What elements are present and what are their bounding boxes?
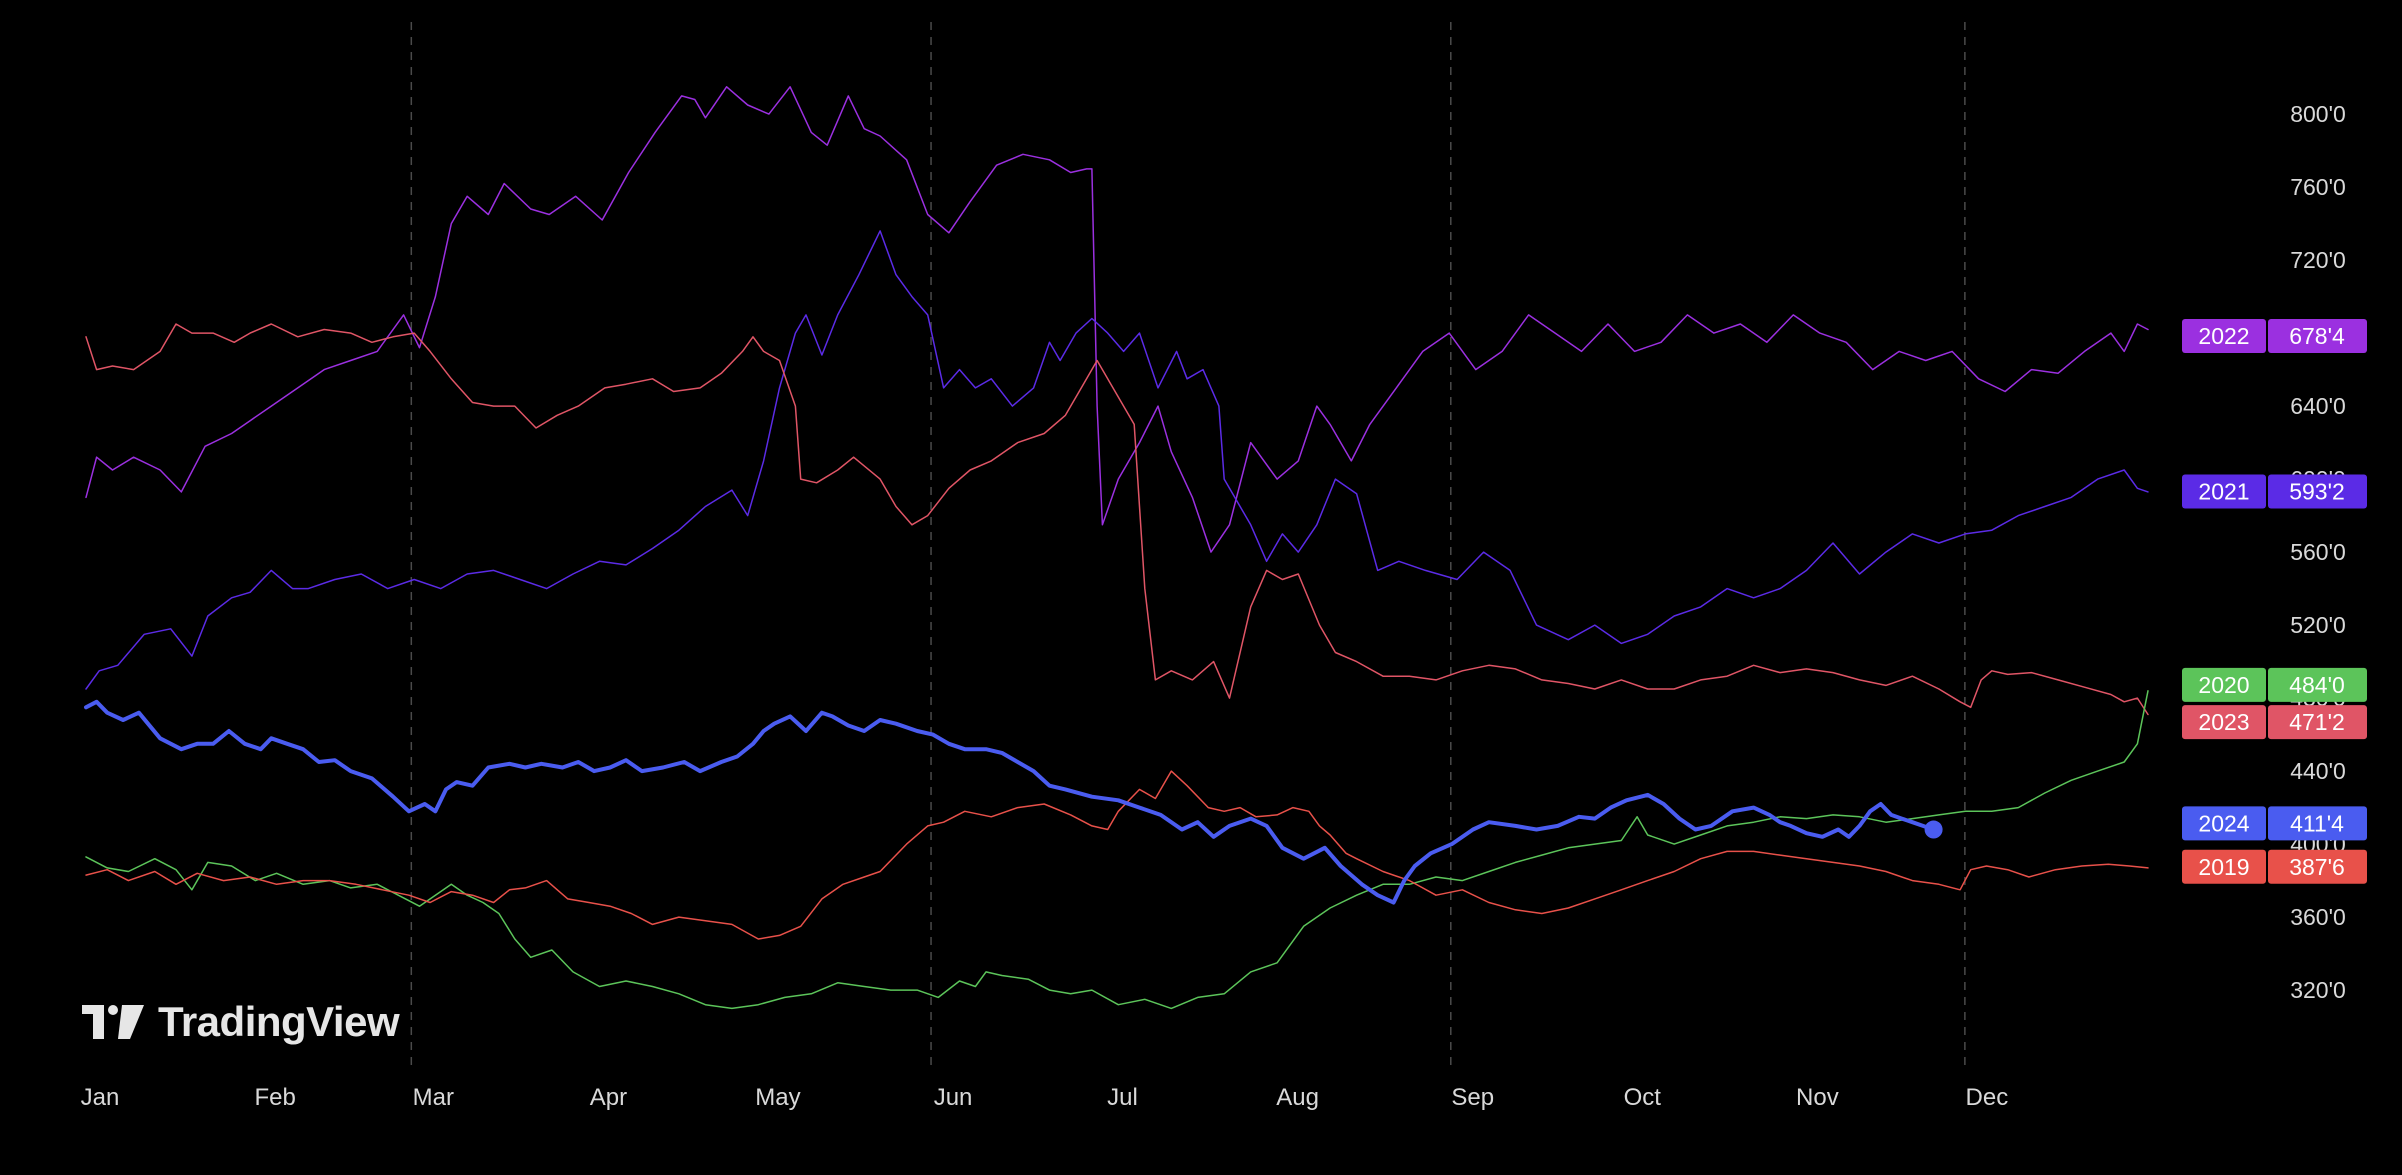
x-tick-label: Nov	[1796, 1084, 1839, 1111]
price-label-year: 2021	[2198, 479, 2249, 505]
price-label-value: 471'2	[2289, 709, 2345, 735]
price-label-year-box	[2182, 474, 2266, 509]
y-tick-label: 360'0	[2290, 904, 2346, 930]
price-label-value: 387'6	[2289, 854, 2345, 880]
price-label-value: 411'4	[2290, 810, 2344, 836]
price-label-2020: 2020 484'0	[2182, 667, 2367, 702]
price-label-2022: 2022 678'4	[2182, 319, 2367, 354]
series-endpoint-2024	[1924, 820, 1943, 839]
series-layer	[84, 86, 2149, 1010]
price-label-year: 2019	[2198, 854, 2249, 880]
x-tick-label: May	[755, 1084, 800, 1111]
x-tick-label: Apr	[590, 1084, 627, 1111]
y-tick-label: 520'0	[2290, 612, 2346, 638]
price-label-value: 678'4	[2289, 323, 2345, 349]
series-line-2023	[85, 323, 2149, 716]
series-line-2022	[85, 86, 2149, 553]
price-label-year-box	[2182, 319, 2266, 354]
price-label-year-box	[2182, 849, 2266, 884]
price-label-year: 2024	[2198, 810, 2249, 836]
watermark-text: TradingView	[158, 998, 400, 1045]
tradingview-logo[interactable]: TradingView	[82, 998, 400, 1046]
price-label-year-box	[2182, 705, 2266, 740]
series-line-2019	[85, 770, 2149, 940]
price-label-2019: 2019 387'6	[2182, 849, 2367, 884]
y-tick-label: 800'0	[2290, 101, 2346, 127]
x-tick-label: Sep	[1451, 1084, 1494, 1111]
price-label-2024: 2024 411'4	[2182, 806, 2367, 841]
y-tick-label: 560'0	[2290, 539, 2346, 565]
x-tick-label: Feb	[254, 1084, 295, 1111]
x-tick-label: Jul	[1107, 1084, 1138, 1111]
series-price-labels: 2022 678'4 2021 593'2 2023 471'2 2020 484'0 2019…	[2182, 319, 2367, 884]
x-tick-label: Jun	[934, 1084, 973, 1111]
price-label-year: 2022	[2198, 323, 2249, 349]
price-label-value: 484'0	[2289, 672, 2345, 698]
y-tick-label: 760'0	[2290, 174, 2346, 200]
y-tick-label: 440'0	[2290, 758, 2346, 784]
price-label-value-box	[2268, 319, 2367, 354]
price-label-value-box	[2268, 705, 2367, 740]
x-tick-label: Oct	[1624, 1084, 1662, 1111]
price-label-year-box	[2182, 667, 2266, 702]
series-line-2020	[85, 690, 2149, 1010]
price-label-2021: 2021 593'2	[2182, 474, 2367, 509]
x-tick-label: Jan	[81, 1084, 120, 1111]
price-label-value-box	[2268, 474, 2367, 509]
price-label-value-box	[2268, 849, 2367, 884]
price-label-year: 2023	[2198, 709, 2249, 735]
series-line-2021	[85, 230, 2149, 690]
price-label-value: 593'2	[2289, 479, 2345, 505]
price-label-year-box	[2182, 806, 2266, 841]
y-tick-label: 720'0	[2290, 247, 2346, 273]
tradingview-logo-icon	[82, 1005, 144, 1039]
price-label-2023: 2023 471'2	[2182, 705, 2367, 740]
x-tick-label: Aug	[1276, 1084, 1319, 1111]
series-line-2024	[84, 699, 1936, 905]
price-label-value-box	[2268, 806, 2367, 841]
x-tick-label: Mar	[413, 1084, 454, 1111]
y-tick-label: 320'0	[2290, 977, 2346, 1003]
x-axis: Jan Feb Mar Apr May Jun Jul Aug Sep Oct Nov Dec	[81, 1084, 2009, 1111]
price-label-value-box	[2268, 667, 2367, 702]
price-label-year: 2020	[2198, 672, 2249, 698]
y-tick-label: 640'0	[2290, 393, 2346, 419]
x-tick-label: Dec	[1966, 1084, 2009, 1111]
